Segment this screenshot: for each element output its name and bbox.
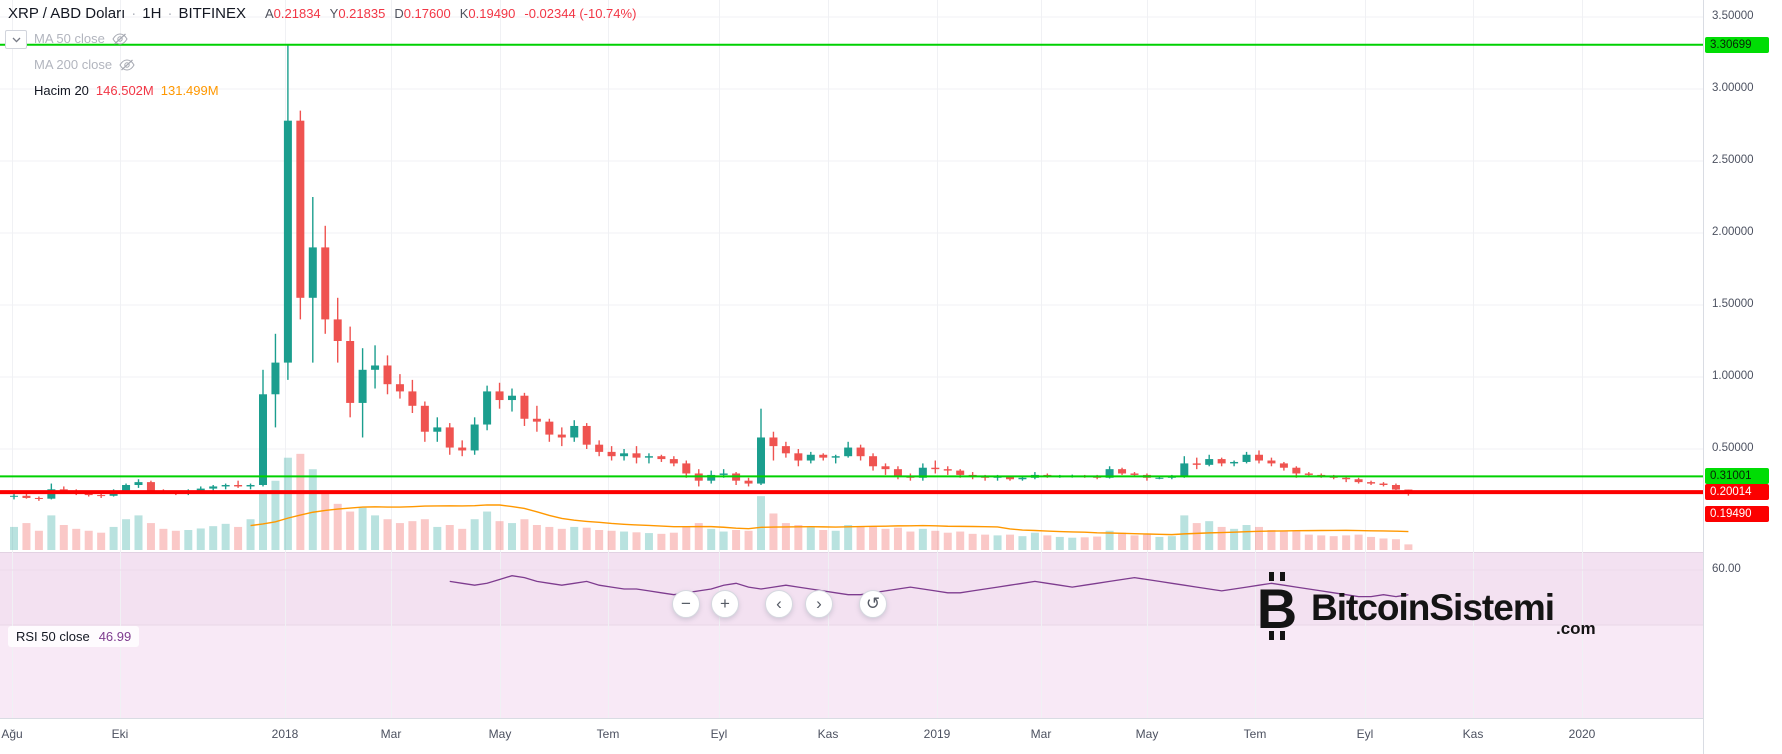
time-axis-label-2019: 2019 (923, 727, 951, 741)
volume-value: 146.502M (95, 83, 154, 98)
watermark-suffix: .com (1556, 619, 1596, 638)
chart-header: XRP / ABD Doları · 1H · BITFINEX A0.21834 Y0.2… (8, 5, 636, 22)
price-tag-3.30699: 3.30699 (1705, 37, 1769, 53)
high-value: 0.21835 (338, 6, 386, 21)
low-label: D (394, 6, 404, 21)
price-tag-0.19490: 0.19490 (1705, 506, 1769, 522)
legend-collapse-button[interactable] (5, 30, 27, 49)
rsi-axis-label: 60.00 (1712, 563, 1741, 575)
scroll-right-button[interactable]: › (805, 590, 833, 618)
time-axis-label-Kas: Kas (1462, 727, 1484, 741)
reset-chart-button[interactable]: ↺ (859, 590, 887, 618)
low-value: 0.17600 (403, 6, 451, 21)
price-axis[interactable]: 3.50000 3.00000 2.50000 2.00000 1.50000 1.000… (1703, 0, 1782, 754)
indicator-rsi: RSI 50 close 46.99 (8, 626, 140, 647)
time-axis-label-Mar: Mar (1030, 727, 1052, 741)
ma50-label: MA 50 close (34, 31, 105, 46)
time-axis-label-Eyl: Eyl (710, 727, 728, 741)
close-value: 0.19490 (468, 6, 516, 21)
time-axis-label-2018: 2018 (271, 727, 299, 741)
time-axis-label-Eki: Eki (111, 727, 129, 741)
rsi-label: RSI 50 close (16, 629, 90, 644)
ohlc-readout: A0.21834 Y0.21835 D0.17600 K0.19490 -0.02344… (256, 6, 636, 21)
scroll-left-button[interactable]: ‹ (765, 590, 793, 618)
time-axis-label-May: May (1135, 727, 1159, 741)
time-axis-label-Kas: Kas (817, 727, 839, 741)
price-axis-label: 3.50000 (1712, 10, 1754, 22)
chart-canvas[interactable] (0, 0, 1703, 718)
ma200-label: MA 200 close (34, 57, 113, 72)
price-axis-label: 0.50000 (1712, 442, 1754, 454)
volume-label: Hacim 20 (34, 83, 89, 98)
separator-dot: · (167, 5, 173, 22)
interval-label[interactable]: 1H (142, 5, 162, 22)
price-axis-label: 2.50000 (1712, 154, 1754, 166)
symbol-title[interactable]: XRP / ABD Doları (8, 5, 126, 22)
exchange-label: BITFINEX (178, 5, 246, 22)
separator-dot: · (131, 5, 137, 22)
indicator-volume: Hacim 20 146.502M 131.499M (34, 83, 219, 98)
high-label: Y (329, 6, 339, 21)
price-axis-label: 2.00000 (1712, 226, 1754, 238)
price-tag-0.31001: 0.31001 (1705, 468, 1769, 484)
price-tag-0.20014: 0.20014 (1705, 484, 1769, 500)
volume-ma-value: 131.499M (160, 83, 219, 98)
change-readout: -0.02344 (-10.74%) (524, 6, 637, 21)
zoom-in-button[interactable]: + (711, 590, 739, 618)
indicator-ma200: MA 200 close (34, 57, 135, 72)
rsi-pane-background (0, 552, 1703, 718)
bitcoin-logo-icon: B (1250, 570, 1306, 647)
open-label: A (264, 6, 274, 21)
close-label: K (459, 6, 469, 21)
time-axis-label-May: May (488, 727, 512, 741)
time-axis[interactable]: Ağu Eki 2018 Mar May Tem Eyl Kas 2019 Mar May Tem Ey… (0, 718, 1703, 754)
price-axis-label: 3.00000 (1712, 82, 1754, 94)
svg-text:B: B (1257, 577, 1297, 640)
time-axis-label-Mar: Mar (380, 727, 402, 741)
eye-hidden-icon[interactable] (112, 32, 128, 45)
time-axis-label-Tem: Tem (1243, 727, 1267, 741)
time-axis-label-Eyl: Eyl (1356, 727, 1374, 741)
watermark-text: BitcoinSistemi (1311, 587, 1555, 628)
price-axis-label: 1.00000 (1712, 370, 1754, 382)
eye-hidden-icon[interactable] (119, 58, 135, 71)
zoom-out-button[interactable]: − (672, 590, 700, 618)
indicator-ma50: MA 50 close (34, 31, 128, 46)
time-axis-label-2020: 2020 (1568, 727, 1596, 741)
time-axis-label-Tem: Tem (596, 727, 620, 741)
rsi-value: 46.99 (98, 629, 132, 644)
time-axis-label-Ağu: Ağu (1, 727, 23, 741)
price-axis-label: 1.50000 (1712, 298, 1754, 310)
chevron-down-icon (12, 37, 20, 43)
open-value: 0.21834 (273, 6, 321, 21)
bitcoinsistemi-watermark: B BitcoinSistemi .com (1250, 570, 1596, 647)
